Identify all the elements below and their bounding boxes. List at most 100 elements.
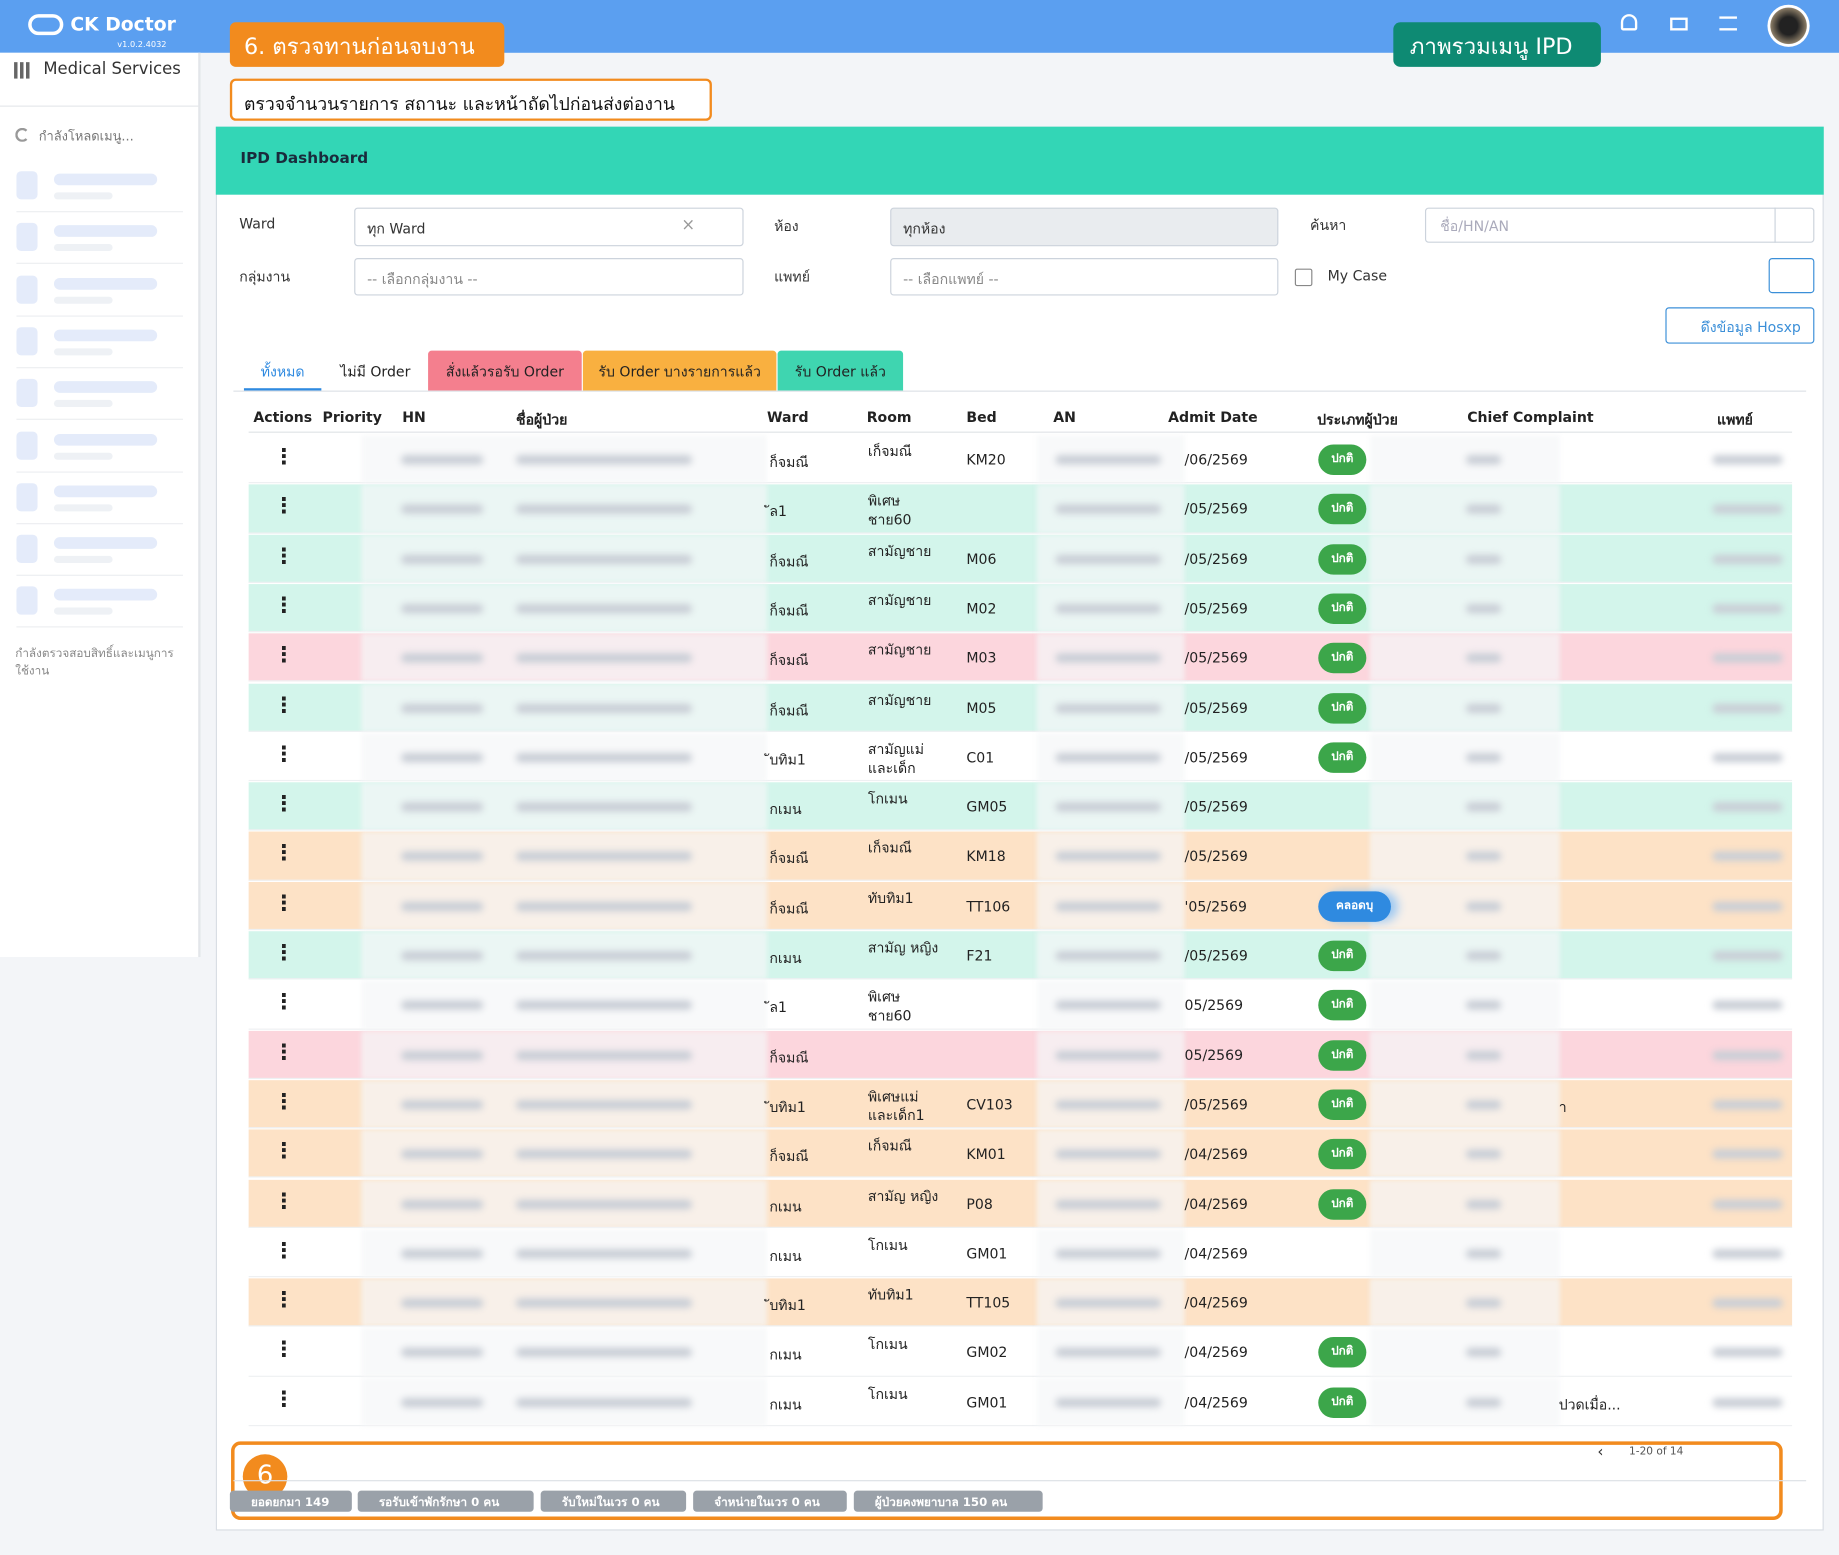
action-menu[interactable]: ⋮: [273, 1287, 295, 1313]
blur-text: [1466, 653, 1502, 663]
room-cell: ทับทิม1: [867, 1286, 914, 1304]
admit-cell: /06/2569: [1184, 451, 1248, 468]
blur-block: [1369, 435, 1560, 484]
summary-chip: รับใหม่ในเวร 0 คน: [540, 1490, 687, 1512]
divider: [0, 105, 200, 107]
print-button[interactable]: [1768, 258, 1815, 294]
blur-text: [401, 1348, 484, 1358]
blur-text: [1712, 1298, 1783, 1308]
action-menu[interactable]: ⋮: [273, 1139, 295, 1164]
grid-icon[interactable]: [14, 62, 31, 79]
tab-label: สั่งแล้วรอรับ Order: [445, 363, 564, 380]
skeleton-line: [53, 173, 158, 186]
page-prev[interactable]: ‹: [1597, 1443, 1604, 1462]
blur-block: [1369, 980, 1560, 1030]
blur-block: [1369, 1278, 1560, 1327]
skeleton-line: [53, 348, 113, 356]
tab-label: ไม่มี Order: [340, 363, 411, 380]
tab-underline: [243, 388, 322, 391]
skeleton-line: [53, 607, 113, 616]
blur-text: [516, 1348, 692, 1358]
ward-cell: ก็จมณี: [769, 652, 809, 669]
room-cell: โกเมน: [867, 790, 908, 808]
bell-icon[interactable]: [1620, 14, 1638, 31]
blur-text: [516, 1149, 692, 1159]
skeleton-line: [53, 433, 158, 446]
blur-block: [1369, 931, 1560, 980]
ward-cell: กเมน: [769, 949, 802, 967]
mail-icon[interactable]: [1670, 17, 1688, 31]
tab[interactable]: [428, 350, 582, 391]
blur-text: [516, 504, 692, 515]
spinner: [15, 127, 30, 142]
blur-text: [1712, 1397, 1783, 1408]
skeleton-icon: [16, 431, 38, 460]
action-menu[interactable]: ⋮: [273, 1039, 295, 1065]
action-menu[interactable]: ⋮: [273, 791, 295, 817]
checkbox[interactable]: [1294, 268, 1313, 287]
action-menu[interactable]: ⋮: [273, 841, 295, 867]
tab[interactable]: [777, 350, 904, 391]
action-menu[interactable]: ⋮: [273, 890, 295, 916]
skeleton-line: [53, 589, 158, 601]
action-menu[interactable]: ⋮: [273, 1188, 295, 1214]
tab[interactable]: [243, 350, 322, 391]
step-title: 6. ตรวจทานก่อนจบงาน: [229, 22, 505, 67]
select-value: ทุกห้อง: [903, 220, 946, 237]
action-menu[interactable]: ⋮: [273, 1089, 295, 1115]
blur-text: [1712, 603, 1783, 614]
blur-text: [1055, 851, 1162, 862]
room-select[interactable]: [890, 207, 1279, 247]
column-header: ชื่อผู้ป่วย: [516, 411, 568, 429]
action-menu[interactable]: ⋮: [273, 1387, 295, 1412]
action-menu[interactable]: ⋮: [273, 940, 295, 966]
admit-cell: /05/2569: [1184, 550, 1248, 568]
blur-block: [1369, 683, 1560, 732]
action-menu[interactable]: ⋮: [273, 543, 295, 569]
action-menu[interactable]: ⋮: [273, 593, 295, 618]
type-badge: ปกติ: [1318, 940, 1367, 972]
search-input[interactable]: [1424, 207, 1815, 243]
type-badge: ปกติ: [1318, 1039, 1367, 1071]
blur-text: [1712, 1248, 1783, 1259]
blur-text: [516, 802, 692, 812]
column-header: Admit Date: [1168, 409, 1258, 426]
skeleton-line: [53, 400, 113, 408]
blur-text: [516, 455, 692, 465]
blur-text: [1466, 901, 1502, 911]
action-menu[interactable]: ⋮: [273, 692, 295, 718]
action-menu[interactable]: ⋮: [273, 1337, 295, 1363]
action-menu[interactable]: ⋮: [273, 642, 295, 668]
action-menu[interactable]: ⋮: [273, 990, 295, 1015]
room-cell: สามัญชาย: [867, 542, 932, 559]
blur-text: [1712, 455, 1783, 465]
tab[interactable]: [582, 350, 777, 391]
blur-text: [516, 1050, 692, 1060]
admit-cell: 05/2569: [1184, 1046, 1244, 1064]
summary-chip: ยอดยกมา 149: [229, 1490, 352, 1512]
ward-select[interactable]: [354, 207, 744, 247]
blur-text: [1712, 653, 1783, 663]
blur-text: [401, 703, 484, 713]
blur-block: [1369, 534, 1560, 583]
group-select[interactable]: [354, 258, 744, 296]
action-menu[interactable]: ⋮: [273, 444, 295, 470]
column-header: Bed: [966, 409, 997, 426]
doctor-select[interactable]: [890, 258, 1279, 296]
tab[interactable]: [326, 350, 425, 391]
blur-text: [1055, 1397, 1162, 1408]
list-icon[interactable]: [1719, 16, 1737, 31]
action-menu[interactable]: ⋮: [273, 742, 295, 767]
blur-block: [1369, 1080, 1560, 1129]
action-menu[interactable]: ⋮: [273, 494, 295, 519]
footer-line: [233, 1480, 1807, 1482]
fetch-button[interactable]: [1665, 307, 1815, 344]
avatar[interactable]: [1767, 4, 1810, 47]
menu-select[interactable]: Medical Services: [43, 59, 181, 79]
skeleton-icon: [16, 327, 38, 356]
clear-icon[interactable]: ×: [681, 215, 696, 235]
action-menu[interactable]: ⋮: [273, 1238, 295, 1263]
bed-cell: P08: [966, 1195, 993, 1213]
blur-text: [1466, 1348, 1502, 1358]
room-cell: พิเศษ ชาย60: [867, 989, 912, 1025]
